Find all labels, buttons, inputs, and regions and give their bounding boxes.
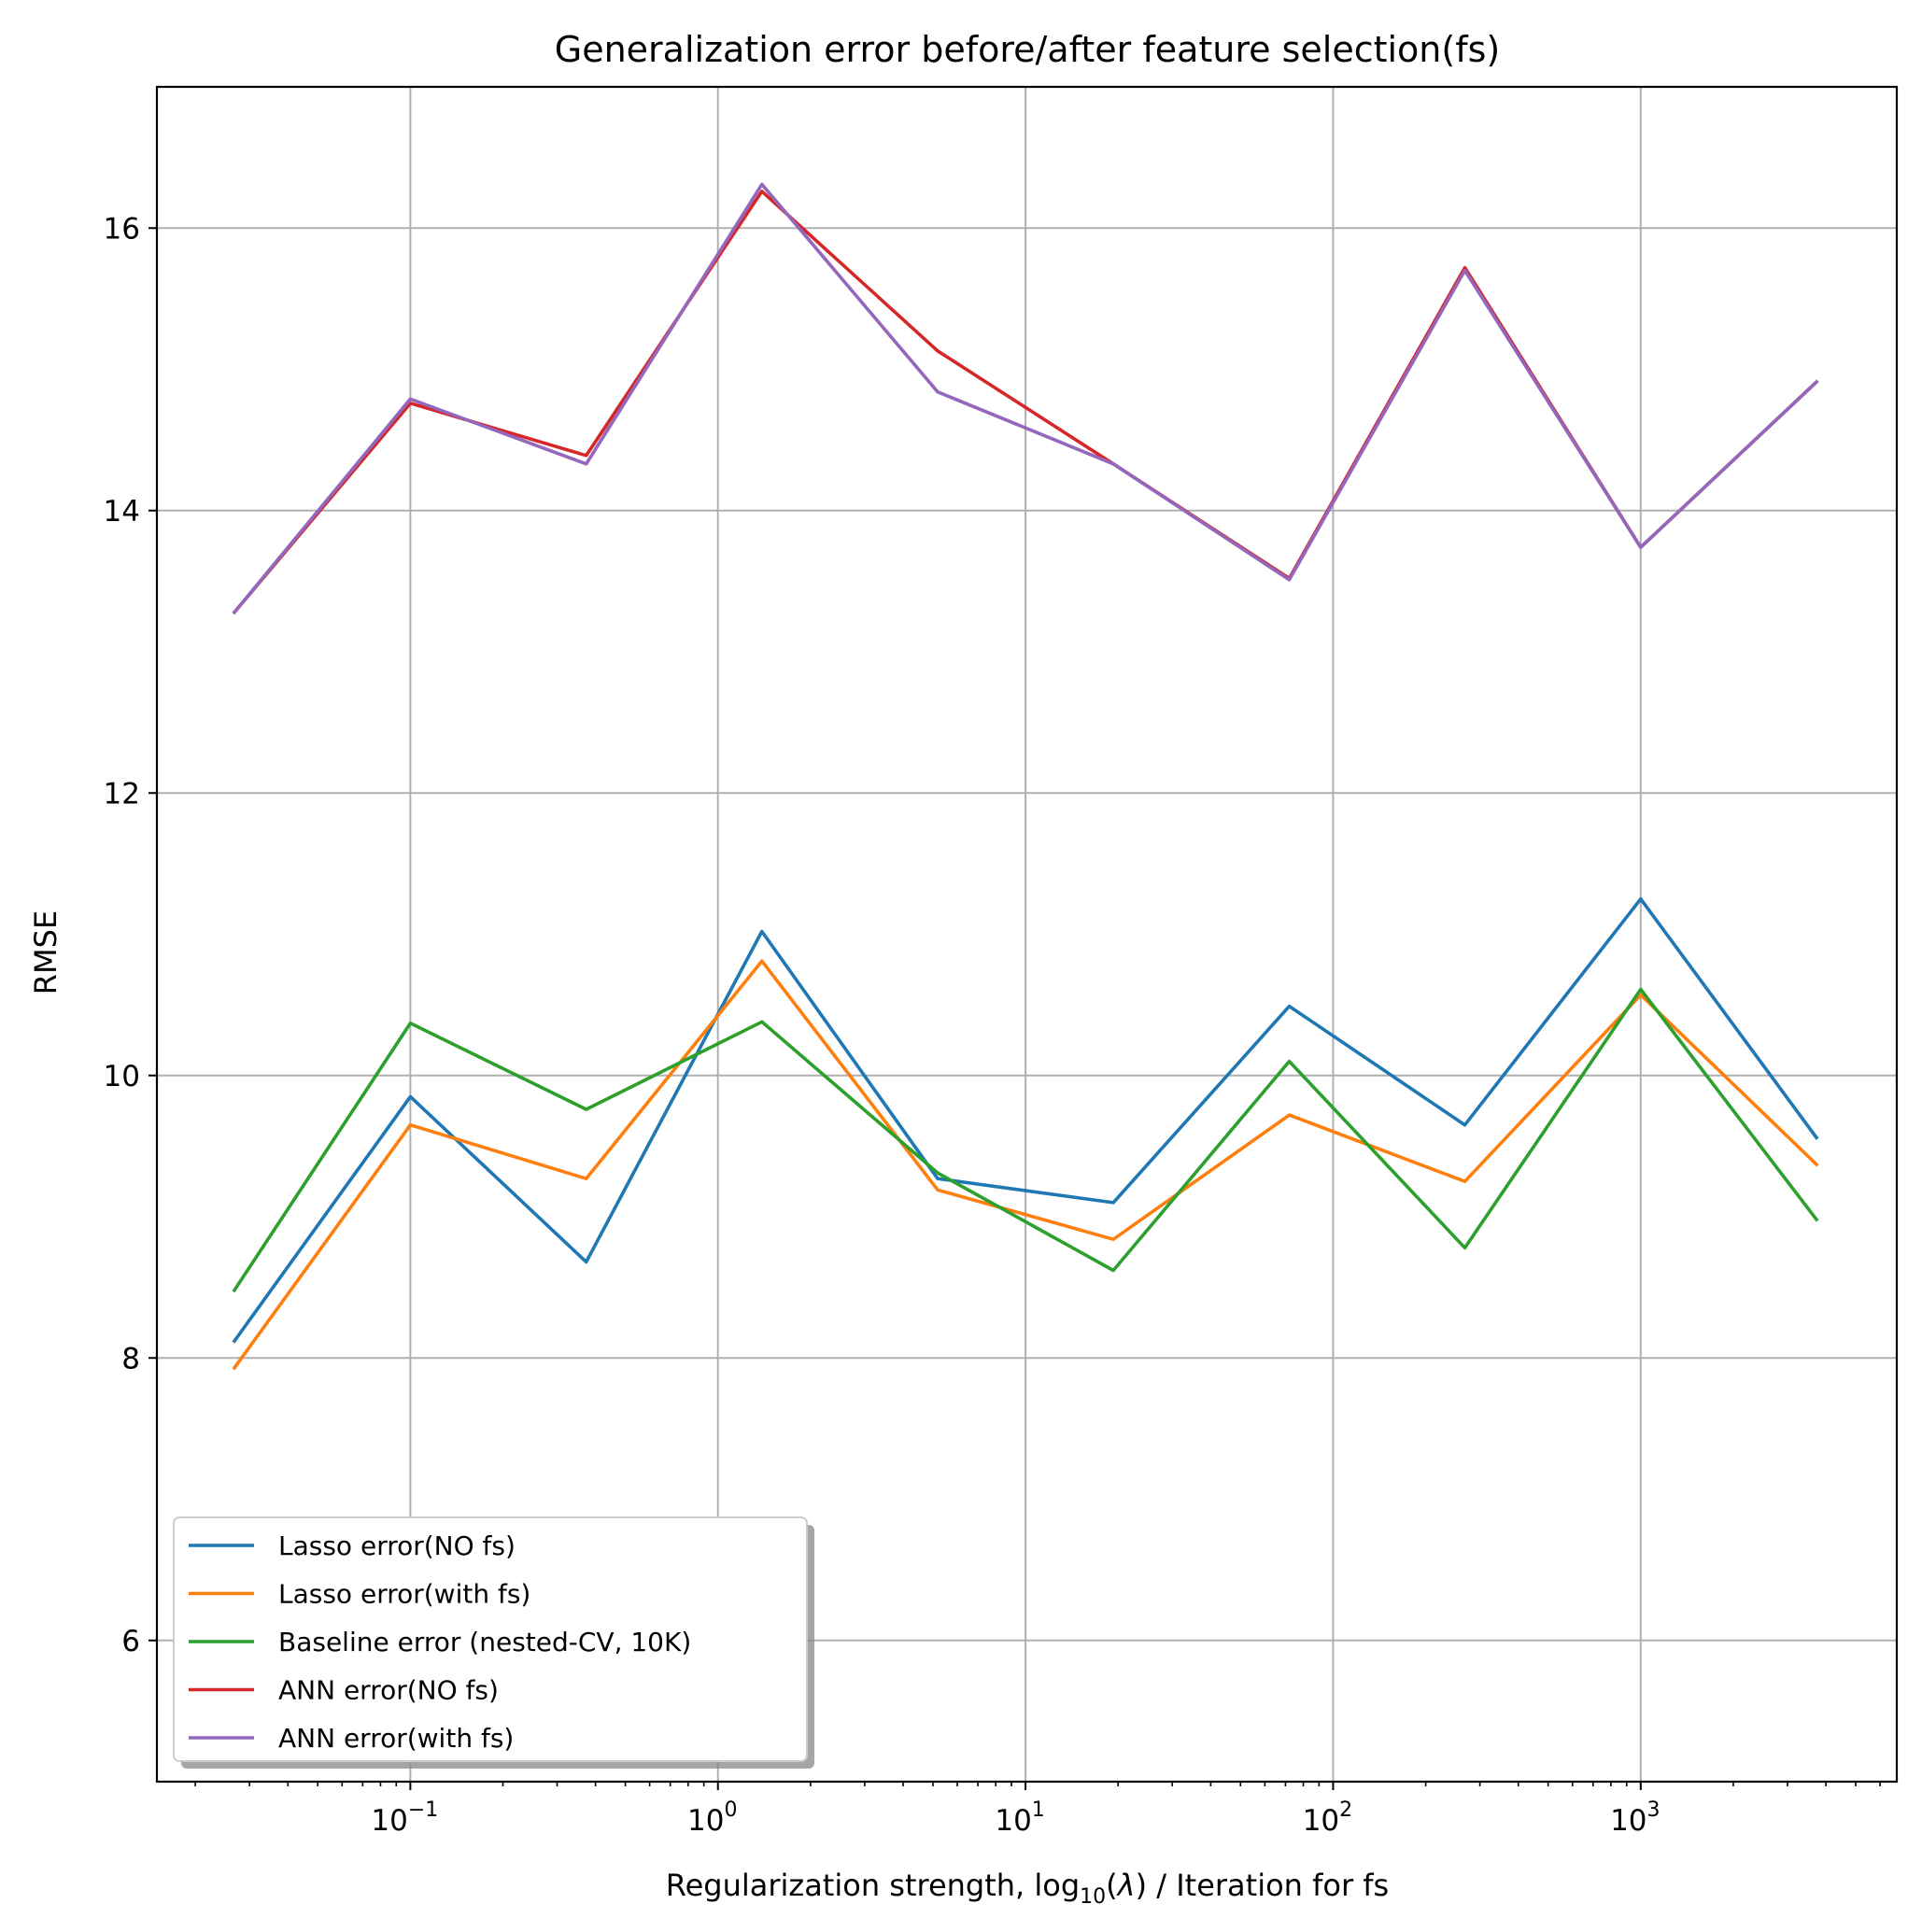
legend-label-2: Lasso error(with fs) xyxy=(278,1579,530,1610)
series-layer xyxy=(232,182,1819,1371)
x-axis-label-mid: ( xyxy=(1106,1868,1117,1903)
x-axis-label-post: ) / Iteration for fs xyxy=(1136,1868,1390,1903)
legend-label-3: Baseline error (nested-CV, 10K) xyxy=(278,1627,691,1657)
y-tick-label: 10 xyxy=(104,1060,140,1093)
series-line-5 xyxy=(232,182,1819,615)
series-line-2 xyxy=(232,959,1819,1371)
legend-entries: Lasso error(NO fs) Lasso error(with fs) Ba… xyxy=(189,1530,691,1754)
y-tick-label: 16 xyxy=(104,212,140,246)
x-tick-label: 102 xyxy=(1303,1798,1352,1838)
x-axis-label-sub: 10 xyxy=(1080,1885,1106,1909)
y-tick-label: 8 xyxy=(121,1342,140,1375)
legend-box xyxy=(173,1516,808,1762)
x-tick-label: 101 xyxy=(995,1798,1044,1838)
series-line-1 xyxy=(232,896,1819,1344)
tick-layer: 6 8 10 12 14 16 10−1 100 101 102 103 xyxy=(104,212,1661,1838)
chart-title: Generalization error before/after featur… xyxy=(555,29,1500,70)
x-axis-label: Regularization strength, log10(λ) / Iter… xyxy=(666,1868,1389,1909)
x-tick-label: 103 xyxy=(1610,1798,1660,1838)
x-axis-label-var: λ xyxy=(1116,1868,1136,1903)
y-axis-label: RMSE xyxy=(28,910,64,994)
y-tick-label: 6 xyxy=(121,1625,140,1658)
grid-layer xyxy=(157,87,1897,1782)
legend: Lasso error(NO fs) Lasso error(with fs) Ba… xyxy=(173,1516,814,1769)
series-line-3 xyxy=(232,987,1819,1293)
x-tick-label: 100 xyxy=(687,1798,737,1838)
y-tick-label: 14 xyxy=(104,495,140,529)
legend-label-5: ANN error(with fs) xyxy=(278,1723,514,1754)
legend-label-1: Lasso error(NO fs) xyxy=(278,1530,516,1561)
x-tick-label: 10−1 xyxy=(371,1798,438,1838)
x-axis-label-pre: Regularization strength, log xyxy=(666,1868,1080,1903)
legend-label-4: ANN error(NO fs) xyxy=(278,1675,499,1706)
y-tick-label: 12 xyxy=(104,777,140,811)
plot-frame xyxy=(155,85,1899,1784)
